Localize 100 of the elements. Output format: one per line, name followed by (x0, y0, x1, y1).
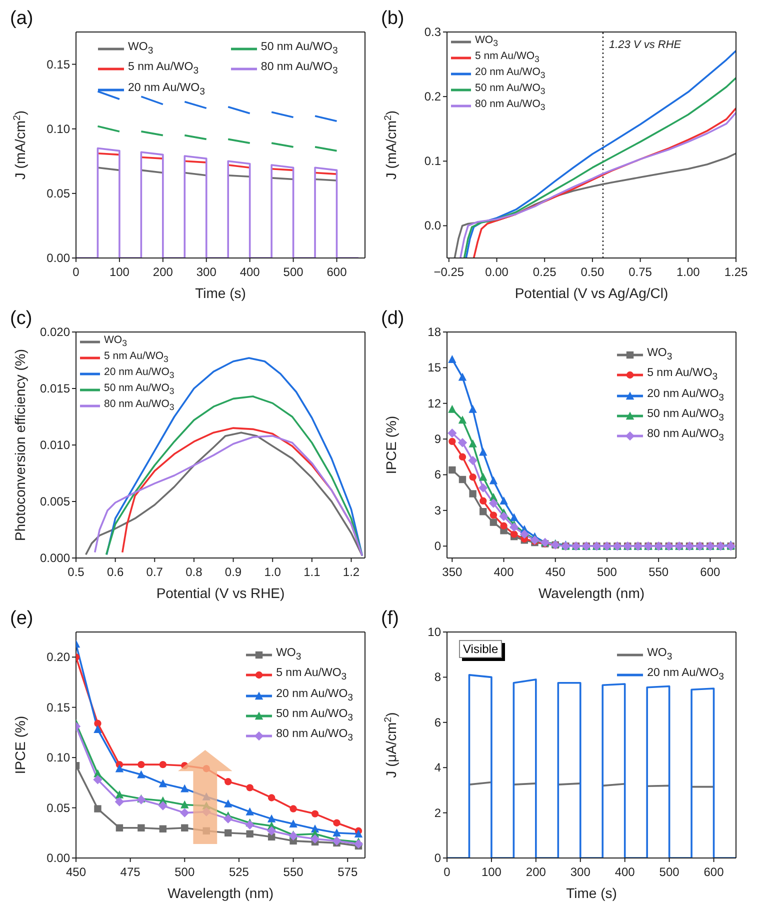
x-tick-label: 0.75 (628, 265, 652, 279)
legend-label: 80 nm Au/WO$_{3}$ (104, 398, 174, 414)
x-tick-label: 0.00 (485, 265, 509, 279)
y-tick-label: 0.0 (424, 218, 442, 233)
chart-title: (e) (10, 608, 34, 630)
x-tick-label: 500 (283, 265, 304, 279)
legend-label: 20 nm Au/WO$_{3}$ (128, 80, 205, 99)
chart-title: (a) (10, 8, 34, 30)
y-tick-label: 0.015 (40, 382, 70, 396)
x-tick-label: 600 (326, 265, 348, 279)
legend-label: 20 nm Au/WO$_{3}$ (647, 386, 724, 405)
x-tick-label: 0 (72, 265, 80, 279)
x-tick-label: 1.0 (264, 565, 282, 579)
y-tick-label: 0.00 (46, 251, 70, 265)
legend-label: 20 nm Au/WO$_{3}$ (276, 686, 353, 705)
legend-label: 5 nm Au/WO$_{3}$ (475, 50, 540, 66)
legend-label: WO$_{3}$ (647, 346, 672, 364)
chart-title: (c) (10, 308, 32, 330)
y-tick-label: 0.00 (46, 851, 70, 865)
x-tick-label: 400 (494, 565, 514, 579)
x-axis-title: Time (s) (195, 285, 246, 301)
x-tick-label: 300 (570, 865, 591, 879)
x-tick-label: 550 (283, 865, 304, 879)
y-tick-label: 0.010 (40, 438, 70, 452)
legend-label: WO$_{3}$ (475, 34, 498, 50)
x-axis-title: Wavelength (nm) (167, 885, 274, 901)
x-tick-label: 1.2 (342, 565, 360, 579)
y-tick-label: 10 (428, 625, 442, 639)
x-tick-label: 550 (648, 565, 669, 579)
x-axis-title: Time (s) (566, 885, 617, 901)
y-axis-title: IPCE (%) (12, 716, 28, 774)
legend-label: 80 nm Au/WO$_{3}$ (647, 427, 724, 446)
y-axis-title: IPCE (%) (383, 416, 399, 474)
x-tick-label: 300 (196, 265, 217, 279)
chart-title: (f) (381, 608, 399, 630)
y-tick-label: 0.2 (424, 90, 442, 104)
y-tick-label: 2 (434, 806, 442, 820)
y-axis-title: Photoconversion efficiency (%) (12, 349, 28, 541)
legend-label: 20 nm Au/WO$_{3}$ (104, 366, 174, 382)
x-tick-label: 350 (442, 565, 462, 579)
legend-label: WO$_{3}$ (276, 646, 302, 664)
x-tick-label: 600 (704, 865, 724, 879)
y-tick-label: 4 (434, 760, 442, 775)
x-tick-label: 1.1 (304, 565, 321, 579)
x-axis-title: Wavelength (nm) (538, 585, 645, 601)
y-tick-label: 0.10 (46, 750, 70, 765)
legend-label: 5 nm Au/WO$_{3}$ (647, 366, 718, 385)
x-tick-label: 200 (526, 865, 546, 879)
x-tick-label: 500 (174, 865, 195, 879)
x-tick-label: 1.25 (724, 265, 748, 279)
x-tick-label: 200 (152, 265, 174, 279)
y-tick-label: 0.15 (46, 700, 70, 714)
x-tick-label: 0.8 (186, 565, 203, 579)
chart-title: (d) (381, 308, 404, 330)
x-tick-label: 475 (120, 865, 141, 879)
legend-label: 5 nm Au/WO$_{3}$ (104, 350, 168, 366)
y-tick-label: 0.1 (424, 154, 442, 168)
x-tick-label: 525 (228, 865, 250, 879)
x-axis-title: Potential (V vs Ag/Ag/Cl) (514, 285, 668, 301)
legend-label: WO$_{3}$ (647, 646, 672, 664)
legend-label: 50 nm Au/WO$_{3}$ (104, 382, 174, 398)
x-tick-label: 0.5 (68, 565, 85, 579)
legend-label: 80 nm Au/WO$_{3}$ (276, 727, 353, 746)
x-tick-label: 400 (614, 865, 636, 879)
y-tick-label: 0.05 (46, 800, 70, 815)
y-tick-label: 0.3 (424, 25, 442, 39)
x-tick-label: 600 (700, 565, 721, 579)
y-tick-label: 0.15 (46, 57, 70, 72)
y-tick-label: 0.10 (46, 122, 70, 136)
y-tick-label: 12 (428, 396, 442, 410)
y-tick-label: 0.05 (46, 186, 70, 200)
ref-line-label: 1.23 V vs RHE (608, 39, 682, 51)
x-tick-label: 100 (481, 865, 502, 879)
x-axis-title: Potential (V vs RHE) (156, 585, 285, 601)
x-tick-label: 450 (545, 565, 566, 579)
legend-label: 20 nm Au/WO$_{3}$ (475, 66, 546, 82)
x-tick-label: 100 (109, 265, 130, 279)
legend-label: 80 nm Au/WO$_{3}$ (475, 98, 546, 114)
y-tick-label: 3 (434, 503, 442, 518)
legend-label: 5 nm Au/WO$_{3}$ (276, 666, 347, 685)
legend-label: 50 nm Au/WO$_{3}$ (475, 82, 546, 98)
y-tick-label: 18 (428, 325, 442, 339)
y-tick-label: 15 (428, 360, 442, 375)
x-tick-label: 0.9 (224, 565, 242, 579)
x-tick-label: 500 (659, 865, 680, 879)
x-tick-label: 450 (66, 865, 86, 879)
y-tick-label: 0.005 (40, 494, 70, 508)
x-tick-label: 0.25 (532, 265, 557, 279)
y-tick-label: 0 (434, 539, 442, 554)
y-tick-label: 9 (434, 432, 442, 446)
y-tick-label: 0 (434, 851, 442, 865)
legend-label: 50 nm Au/WO$_{3}$ (276, 706, 353, 726)
legend-label: 50 nm Au/WO$_{3}$ (647, 406, 724, 426)
legend-label: 5 nm Au/WO$_{3}$ (128, 60, 199, 79)
y-tick-label: 6 (434, 468, 442, 482)
x-tick-label: 500 (596, 565, 618, 579)
y-tick-label: 0.000 (40, 551, 70, 565)
x-tick-label: 575 (338, 865, 358, 879)
legend-label: 80 nm Au/WO$_{3}$ (260, 60, 338, 79)
y-tick-label: 6 (434, 715, 442, 730)
